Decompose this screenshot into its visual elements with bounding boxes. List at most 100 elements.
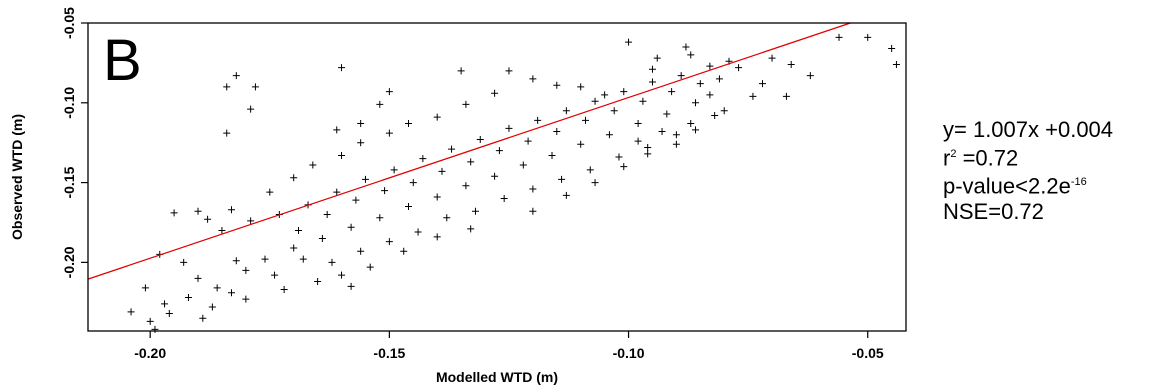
x-axis-title: Modelled WTD (m) [436,369,558,385]
data-point [529,185,537,193]
data-point [146,317,154,325]
data-point [199,314,207,322]
data-point [505,124,513,132]
data-point [682,43,690,51]
data-point [204,215,212,223]
equation-text: y= 1.007x +0.004 [943,117,1114,142]
data-point [223,83,231,91]
data-point [577,83,585,91]
data-point [706,91,714,99]
data-point [361,175,369,183]
data-point [687,120,695,128]
data-point [864,33,872,41]
data-point [232,72,240,80]
data-point [194,207,202,215]
data-point [385,88,393,96]
data-point [562,191,570,199]
data-point [228,206,236,214]
points-layer [127,33,900,333]
data-point [462,100,470,108]
data-point [581,116,589,124]
data-point [558,175,566,183]
x-tick-label: -0.05 [852,345,884,361]
panel-label: B [103,28,142,93]
data-point [534,116,542,124]
data-point [495,147,503,155]
data-point [251,83,259,91]
data-point [620,163,628,171]
regression-line [87,22,851,280]
data-point [232,257,240,265]
data-point [634,120,642,128]
data-point [141,284,149,292]
data-point [591,179,599,187]
data-point [228,289,236,297]
data-point [529,75,537,83]
data-point [768,54,776,62]
data-point [261,255,269,263]
data-point [476,135,484,143]
data-point [247,217,255,225]
data-point [170,209,178,217]
data-point [806,72,814,80]
y-axis: -0.20 -0.15 -0.10 -0.05 [61,7,88,278]
data-point [758,80,766,88]
x-tick-label: -0.15 [373,345,405,361]
data-point [400,247,408,255]
data-point [448,145,456,153]
data-point [271,271,279,279]
data-point [280,286,288,294]
y-tick-label: -0.15 [61,166,77,198]
data-point [409,179,417,187]
data-point [328,258,336,266]
data-point [357,247,365,255]
data-point [462,182,470,190]
data-point [247,105,255,113]
data-point [333,126,341,134]
data-point [471,207,479,215]
data-point [644,150,652,158]
data-point [529,207,537,215]
data-point [405,203,413,211]
data-point [347,282,355,290]
data-point [414,228,422,236]
data-point [586,166,594,174]
data-point [357,120,365,128]
data-point [433,233,441,241]
data-point [548,151,556,159]
data-point [433,113,441,121]
data-point [357,139,365,147]
data-point [433,193,441,201]
data-point [782,92,790,100]
data-point [467,225,475,233]
data-point [692,99,700,107]
data-point [491,172,499,180]
data-point [184,293,192,301]
data-point [720,107,728,115]
data-point [299,255,307,263]
data-point [266,188,274,196]
data-point [165,309,173,317]
data-point [505,67,513,75]
data-point [687,51,695,59]
data-point [653,54,661,62]
data-point [347,223,355,231]
data-point [634,137,642,145]
data-point [438,167,446,175]
data-point [309,161,317,169]
y-tick-label: -0.20 [61,246,77,278]
data-point [500,195,508,203]
data-point [491,89,499,97]
data-point [835,33,843,41]
nse-text: NSE=0.72 [943,198,1044,224]
data-point [749,92,757,100]
data-point [208,303,216,311]
data-point [338,64,346,72]
data-point [648,78,656,86]
data-point [385,129,393,137]
data-point [457,67,465,75]
data-point [605,131,613,139]
data-point [242,266,250,274]
data-point [672,140,680,148]
